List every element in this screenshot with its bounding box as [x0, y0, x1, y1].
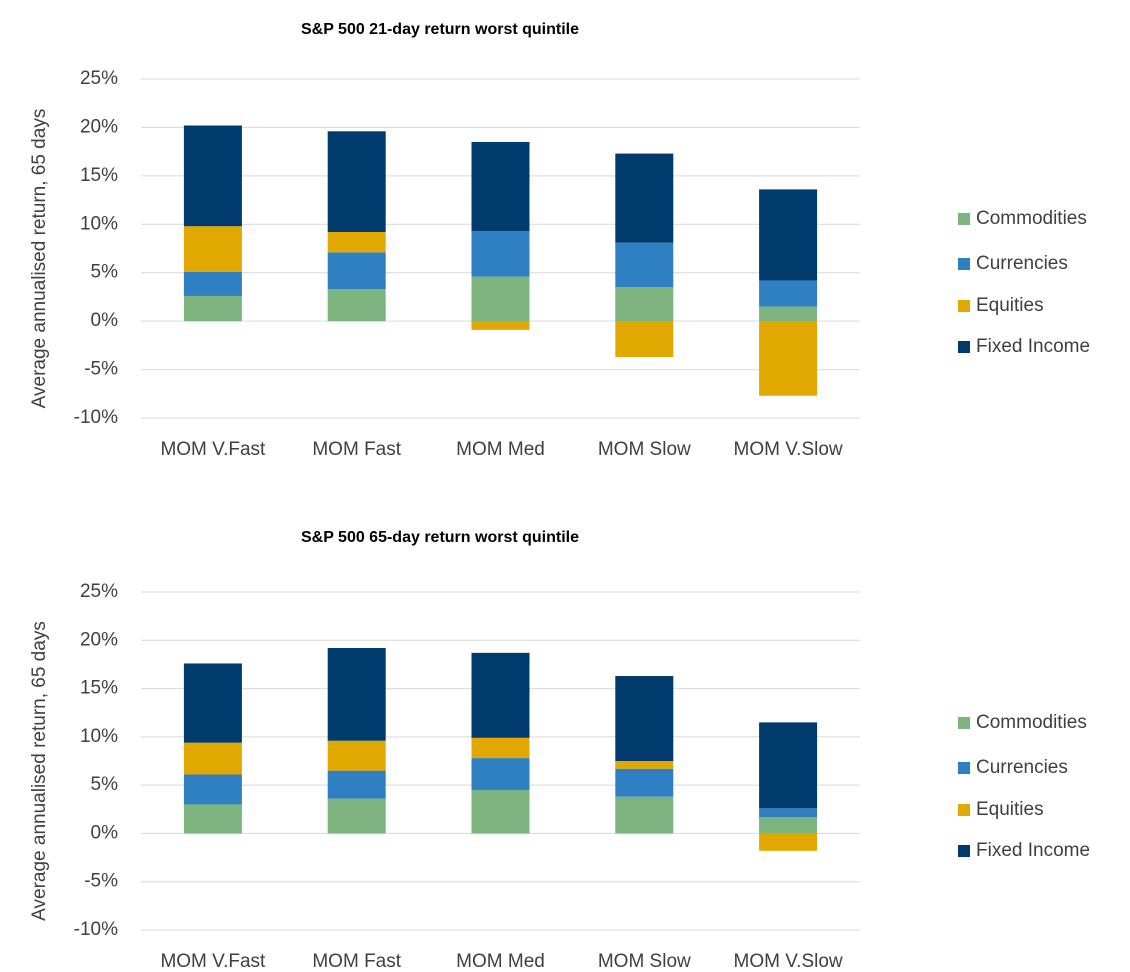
bar-segment [183, 774, 242, 805]
legend-label: Commodities [976, 712, 1087, 733]
y-tick-label: 20% [80, 116, 118, 137]
bar-segment [183, 663, 242, 743]
y-tick-label: -10% [74, 407, 118, 428]
legend-label: Equities [976, 295, 1044, 316]
chart-title: S&P 500 65-day return worst quintile [301, 529, 579, 546]
bar-segment [471, 276, 530, 322]
bar-segment [615, 768, 674, 797]
y-tick-label: 10% [80, 213, 118, 234]
bar-segment [759, 321, 818, 396]
y-tick-label: 15% [80, 165, 118, 186]
y-tick-label: -5% [84, 359, 118, 380]
x-tick-label: MOM V.Slow [734, 951, 843, 972]
bar-segment [183, 742, 242, 775]
bar-segment [615, 153, 674, 243]
bar-segment [615, 321, 674, 357]
y-tick-label: 20% [80, 629, 118, 650]
bar-segment [759, 817, 818, 834]
legend-swatch [958, 341, 970, 353]
x-tick-label: MOM V.Fast [160, 951, 266, 972]
legend-label: Equities [976, 799, 1044, 820]
y-tick-label: -10% [74, 919, 118, 940]
y-tick-label: 5% [91, 774, 119, 795]
legend-swatch [958, 258, 970, 270]
bar-segment [183, 804, 242, 834]
x-tick-label: MOM Slow [598, 439, 691, 460]
legend-label: Fixed Income [976, 840, 1090, 861]
x-tick-label: MOM Fast [312, 439, 401, 460]
bar-segment [615, 676, 674, 761]
bar-segment [471, 652, 530, 738]
bar-segment [759, 306, 818, 322]
legend-swatch [958, 300, 970, 312]
y-tick-label: 25% [80, 581, 118, 602]
legend-swatch [958, 762, 970, 774]
bar-segment [759, 280, 818, 307]
x-tick-label: MOM V.Fast [160, 439, 266, 460]
x-tick-label: MOM Med [456, 439, 545, 460]
bar-segment [471, 321, 530, 330]
bar-segment [471, 737, 530, 759]
x-tick-label: MOM Fast [312, 951, 401, 972]
bar-segment [327, 131, 386, 233]
bar-segment [615, 796, 674, 834]
x-tick-label: MOM V.Slow [734, 439, 843, 460]
legend-label: Currencies [976, 757, 1068, 778]
legend-swatch [958, 804, 970, 816]
bar-segment [759, 833, 818, 851]
y-tick-label: 0% [91, 310, 119, 331]
bar-segment [327, 232, 386, 253]
y-tick-label: 25% [80, 68, 118, 89]
legend-label: Commodities [976, 208, 1087, 229]
bar-segment [183, 125, 242, 227]
bar-segment [327, 798, 386, 834]
bar-segment [327, 289, 386, 322]
bar-segment [327, 252, 386, 290]
y-tick-label: 10% [80, 726, 118, 747]
bar-segment [471, 231, 530, 277]
x-tick-label: MOM Slow [598, 951, 691, 972]
bar-segment [183, 271, 242, 296]
x-tick-label: MOM Med [456, 951, 545, 972]
chart-title: S&P 500 21-day return worst quintile [301, 21, 579, 38]
legend-swatch [958, 845, 970, 857]
bar-segment [759, 808, 818, 818]
bar-segment [615, 761, 674, 769]
bar-segment [471, 789, 530, 834]
bar-segment [327, 770, 386, 799]
bar-segment [759, 722, 818, 809]
bar-segment [615, 287, 674, 322]
legend-swatch [958, 213, 970, 225]
bar-segment [759, 189, 818, 281]
bar-segment [183, 226, 242, 272]
legend-label: Fixed Income [976, 336, 1090, 357]
y-axis-title: Average annualised return, 65 days [29, 621, 50, 921]
bar-segment [471, 141, 530, 232]
y-tick-label: 0% [91, 822, 119, 843]
y-tick-label: 15% [80, 678, 118, 699]
legend-label: Currencies [976, 253, 1068, 274]
bar-segment [471, 758, 530, 790]
y-tick-label: -5% [84, 871, 118, 892]
bar-segment [615, 242, 674, 288]
bar-segment [327, 740, 386, 771]
legend-swatch [958, 717, 970, 729]
bar-segment [327, 648, 386, 741]
y-axis-title: Average annualised return, 65 days [29, 109, 50, 409]
bar-segment [183, 295, 242, 322]
y-tick-label: 5% [91, 262, 119, 283]
